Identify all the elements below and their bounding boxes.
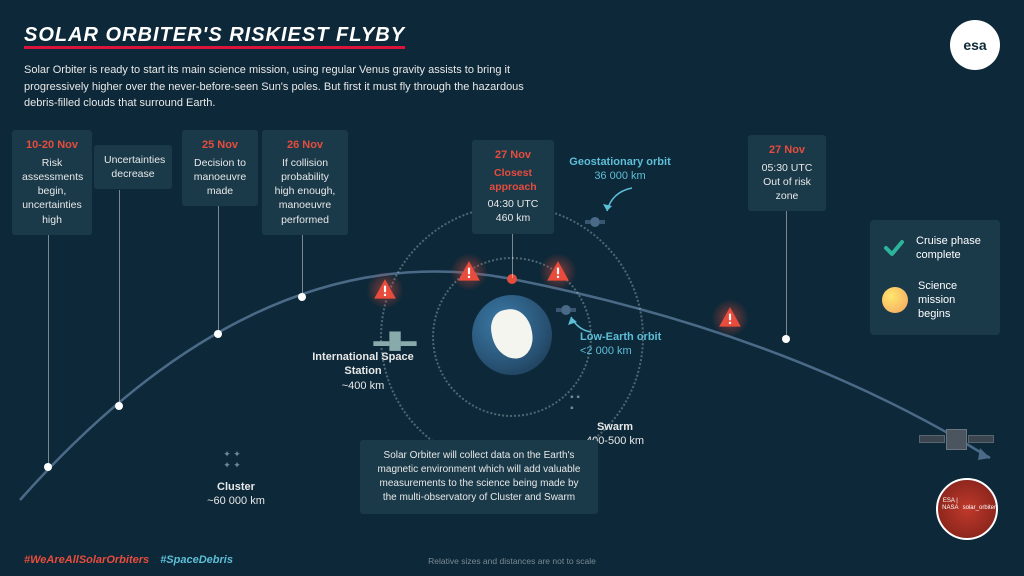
label-iss: International Space Station ~400 km xyxy=(308,350,418,393)
check-icon xyxy=(882,236,906,260)
label-name: Geostationary orbit xyxy=(569,156,670,168)
satellite-icon xyxy=(585,212,605,232)
timeline-date: 27 Nov xyxy=(482,148,544,163)
title-wrap: SOLAR ORBITER'S RISKIEST FLYBY xyxy=(24,20,405,51)
caption-box: Solar Orbiter will collect data on the E… xyxy=(360,440,598,514)
hashtag-a: #WeAreAllSolarOrbiters xyxy=(24,554,149,566)
scale-note: Relative sizes and distances are not to … xyxy=(428,556,596,566)
timeline-body: 04:30 UTC 460 km xyxy=(482,197,544,225)
label-name: Cluster xyxy=(217,481,255,493)
legend-label: Science mission begins xyxy=(918,279,988,322)
timeline-body: 05:30 UTC Out of risk zone xyxy=(758,161,816,204)
label-val: 36 000 km xyxy=(594,170,645,182)
label-name: International Space Station xyxy=(312,351,413,377)
label-val: ~400 km xyxy=(342,380,385,392)
timeline-body: Uncertainties decrease xyxy=(104,153,162,181)
connector xyxy=(119,190,120,405)
warning-icon xyxy=(545,259,571,285)
timeline-body: Risk assessments begin, uncertainties hi… xyxy=(22,156,82,227)
legend-science: Science mission begins xyxy=(882,279,988,322)
intro-text: Solar Orbiter is ready to start its main… xyxy=(24,62,534,112)
timeline-date: 26 Nov xyxy=(272,138,338,153)
label-val: ~60 000 km xyxy=(207,495,265,507)
earth xyxy=(472,295,552,375)
timeline-box-4: 26 Nov If collision probability high eno… xyxy=(262,130,348,235)
connector xyxy=(48,203,49,466)
hashtag-b: #SpaceDebris xyxy=(160,554,233,566)
timeline-body: If collision probability high enough, ma… xyxy=(272,156,338,227)
satellite-icon xyxy=(556,300,576,320)
label-name: Low-Earth orbit xyxy=(580,331,661,343)
label-cluster: Cluster ~60 000 km xyxy=(196,480,276,509)
connector xyxy=(786,200,787,338)
timeline-date: 10-20 Nov xyxy=(22,138,82,153)
label-geo: Geostationary orbit 36 000 km xyxy=(550,155,690,184)
label-leo: Low-Earth orbit <2 000 km xyxy=(580,330,690,359)
arrow-geo-icon xyxy=(602,186,642,216)
legend-label: Cruise phase complete xyxy=(916,234,988,263)
timeline-box-1: 10-20 Nov Risk assessments begin, uncert… xyxy=(12,130,92,235)
page-title: SOLAR ORBITER'S RISKIEST FLYBY xyxy=(24,24,405,49)
timeline-box-6: 27 Nov 05:30 UTC Out of risk zone xyxy=(748,135,826,211)
swarm-icon: ▪ ▪▪ xyxy=(570,392,580,414)
label-val: <2 000 km xyxy=(580,345,632,357)
warning-icon xyxy=(372,277,398,303)
timeline-body: Decision to manoeuvre made xyxy=(192,156,248,199)
timeline-date: 25 Nov xyxy=(192,138,248,153)
esa-logo: esa xyxy=(950,20,1000,70)
timeline-date: 27 Nov xyxy=(758,143,816,158)
warning-icon xyxy=(717,305,743,331)
timeline-box-3: 25 Nov Decision to manoeuvre made xyxy=(182,130,258,206)
sun-icon xyxy=(882,287,908,313)
hashtags: #WeAreAllSolarOrbiters #SpaceDebris xyxy=(24,554,233,566)
iss-icon: ▬█▬ xyxy=(373,333,416,351)
label-name: Swarm xyxy=(597,421,633,433)
timeline-box-2: Uncertainties decrease xyxy=(94,145,172,189)
warning-icon xyxy=(456,259,482,285)
connector xyxy=(218,195,219,333)
legend-cruise: Cruise phase complete xyxy=(882,234,988,263)
timeline-box-closest: 27 Nov Closest approach 04:30 UTC 460 km xyxy=(472,140,554,234)
legend: Cruise phase complete Science mission be… xyxy=(870,220,1000,335)
spacecraft-icon xyxy=(919,420,994,458)
timeline-sub: Closest approach xyxy=(482,166,544,194)
cluster-icon: ✦ ✦✦ ✦ xyxy=(223,449,241,471)
mission-patch: ESA | NASAsolar_orbiter xyxy=(936,478,998,540)
